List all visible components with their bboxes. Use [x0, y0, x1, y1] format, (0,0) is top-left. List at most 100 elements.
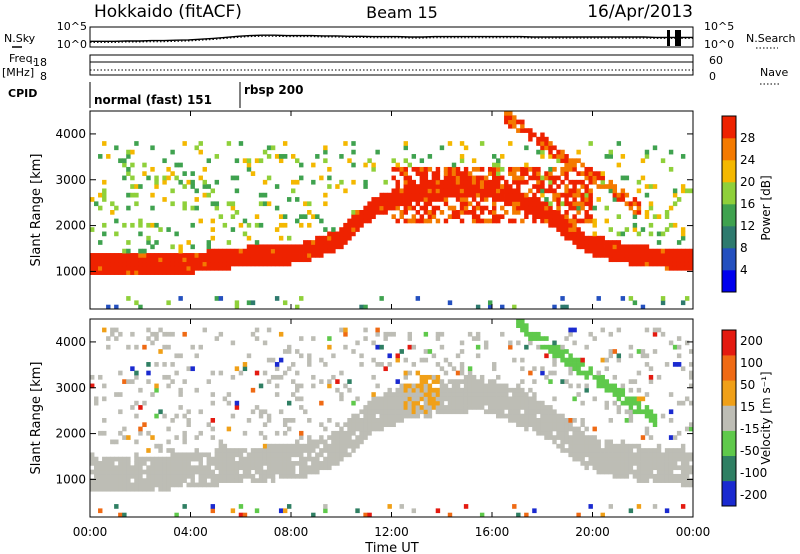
- data-cell: [564, 184, 569, 189]
- data-cell: [186, 461, 191, 466]
- data-cell: [508, 111, 513, 116]
- data-cell: [516, 319, 521, 324]
- data-cell: [684, 465, 690, 471]
- data-cell: [258, 465, 264, 471]
- data-cell: [238, 452, 244, 458]
- data-cell: [512, 210, 517, 215]
- data-cell: [218, 370, 224, 376]
- data-cell: [552, 353, 557, 359]
- data-cell: [391, 214, 396, 220]
- data-cell: [246, 469, 252, 475]
- data-cell: [672, 257, 678, 263]
- data-cell: [664, 227, 670, 232]
- data-cell: [592, 426, 597, 432]
- data-cell: [564, 422, 569, 428]
- data-cell: [592, 456, 597, 462]
- data-cell: [415, 387, 421, 393]
- data-cell: [524, 162, 529, 168]
- data-cell: [226, 426, 232, 432]
- data-cell: [266, 154, 272, 159]
- data-cell: [487, 400, 493, 406]
- data-cell: [311, 240, 316, 245]
- data-cell: [648, 418, 654, 423]
- data-cell: [584, 188, 589, 194]
- data-cell: [291, 248, 296, 254]
- data-cell: [291, 179, 296, 185]
- data-cell: [278, 248, 284, 254]
- data-cell: [463, 179, 469, 185]
- data-cell: [427, 409, 433, 415]
- data-cell: [427, 192, 433, 198]
- data-cell: [644, 473, 650, 479]
- data-cell: [158, 265, 163, 271]
- data-cell: [114, 304, 119, 310]
- data-cell: [98, 240, 103, 245]
- data-cell: [688, 188, 694, 194]
- data-cell: [367, 422, 372, 428]
- data-cell: [234, 448, 240, 453]
- data-cell: [584, 197, 589, 202]
- data-cell: [142, 248, 147, 254]
- data-cell: [620, 443, 626, 449]
- data-cell: [391, 392, 396, 397]
- data-cell: [182, 504, 187, 509]
- data-cell: [331, 456, 336, 462]
- data-cell: [190, 473, 195, 479]
- data-cell: [407, 383, 412, 389]
- data-cell: [383, 400, 388, 406]
- data-cell: [182, 465, 187, 471]
- data-cell: [266, 175, 272, 181]
- data-cell: [307, 448, 312, 453]
- data-cell: [307, 222, 312, 228]
- data-cell: [311, 439, 316, 445]
- data-cell: [367, 418, 372, 423]
- data-cell: [102, 396, 107, 402]
- data-cell: [303, 456, 308, 462]
- data-cell: [652, 349, 658, 354]
- data-cell: [295, 461, 300, 466]
- data-cell: [403, 383, 408, 389]
- data-cell: [636, 409, 642, 415]
- data-cell: [154, 362, 159, 367]
- data-cell: [560, 218, 565, 224]
- data-cell: [600, 179, 605, 185]
- data-cell: [528, 422, 533, 428]
- data-cell: [411, 179, 417, 185]
- data-cell: [311, 214, 316, 220]
- data-cell: [339, 370, 344, 376]
- data-cell: [134, 184, 139, 189]
- data-cell: [170, 362, 175, 367]
- data-cell: [648, 465, 654, 471]
- data-cell: [339, 456, 344, 462]
- data-cell: [632, 201, 638, 207]
- data-cell: [451, 383, 457, 389]
- data-cell: [608, 179, 613, 185]
- data-cell: [403, 413, 408, 419]
- data-cell: [162, 362, 167, 367]
- data-cell: [206, 261, 211, 267]
- data-cell: [162, 253, 167, 258]
- data-cell: [399, 387, 404, 393]
- data-cell: [471, 184, 477, 189]
- data-cell: [238, 248, 244, 254]
- data-cell: [274, 430, 280, 436]
- data-cell: [379, 396, 384, 402]
- data-cell: [483, 188, 489, 194]
- data-cell: [540, 154, 545, 159]
- data-cell: [660, 452, 666, 458]
- colorbar-tick-label: -100: [740, 466, 767, 480]
- data-cell: [138, 461, 143, 466]
- data-cell: [616, 327, 622, 333]
- data-cell: [154, 270, 159, 275]
- data-cell: [90, 478, 95, 483]
- velocity-data-cells: [90, 319, 694, 518]
- data-cell: [114, 478, 119, 483]
- data-cell: [307, 244, 312, 250]
- data-cell: [532, 205, 537, 211]
- data-cell: [295, 473, 300, 479]
- data-cell: [286, 426, 292, 432]
- data-cell: [102, 231, 107, 237]
- data-cell: [411, 508, 417, 514]
- data-cell: [423, 188, 429, 194]
- data-cell: [624, 465, 630, 471]
